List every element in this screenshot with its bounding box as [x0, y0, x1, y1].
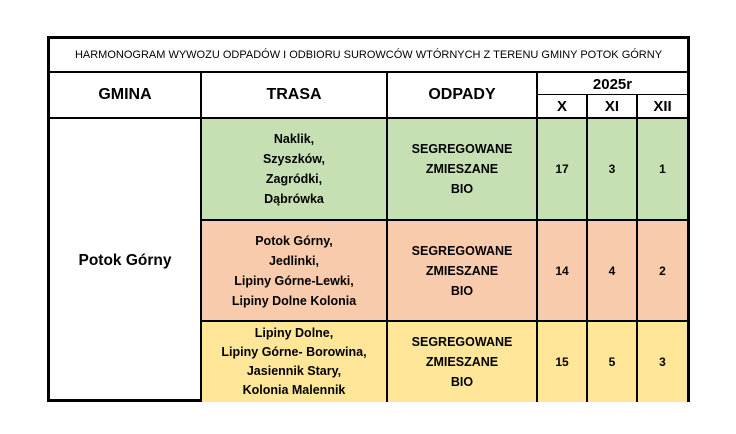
schedule-table: HARMONOGRAM WYWOZU ODPADÓW I ODBIORU SUR… — [47, 36, 690, 402]
route-place: Lipiny Dolne Kolonia — [231, 293, 357, 308]
grid-line — [636, 95, 638, 402]
waste-type: SEGREGOWANE — [411, 142, 513, 156]
route-place: Lipiny Górne-Lewki, — [234, 273, 354, 288]
route-3-waste: SEGREGOWANE ZMIESZANE BIO — [388, 322, 536, 402]
waste-type: SEGREGOWANE — [411, 243, 513, 258]
route-place: Potok Górny, — [255, 233, 333, 248]
route-place: Szyszków, — [262, 152, 326, 166]
route-2-date-xi: 4 — [608, 263, 616, 278]
waste-type: BIO — [450, 375, 474, 389]
header-month-x: X — [556, 97, 567, 115]
grid-line — [538, 94, 687, 95]
route-3-date-x: 15 — [555, 355, 569, 369]
grid-line — [50, 117, 687, 119]
grid-line — [386, 73, 388, 402]
route-place: Jasiennik Stary, — [246, 364, 342, 378]
grid-line — [202, 219, 687, 221]
route-place: Kolonia Malennik — [242, 383, 346, 397]
route-2-places: Potok Górny, Jedlinki, Lipiny Górne-Lewk… — [202, 221, 386, 320]
waste-type: ZMIESZANE — [425, 162, 499, 176]
route-place: Dąbrówka — [264, 192, 324, 206]
route-2-date-xii: 2 — [659, 263, 666, 278]
waste-type: SEGREGOWANE — [411, 335, 513, 349]
route-place: Lipiny Dolne, — [254, 326, 334, 340]
header-odpady: ODPADY — [428, 86, 496, 103]
header-gmina: GMINA — [98, 86, 152, 103]
route-3-date-xii: 3 — [659, 355, 666, 369]
grid-line — [586, 95, 588, 402]
waste-type: BIO — [450, 283, 474, 298]
header-month-xi: XI — [604, 97, 620, 115]
waste-type: ZMIESZANE — [425, 355, 499, 369]
header-month-xii: XII — [653, 97, 672, 115]
waste-type: BIO — [450, 182, 474, 196]
route-1-places: Naklik, Szyszków, Zagródki, Dąbrówka — [202, 119, 386, 219]
route-1-date-xi: 3 — [608, 162, 616, 176]
route-place: Jedlinki, — [268, 253, 320, 268]
route-place: Naklik, — [273, 132, 315, 146]
gmina-name: Potok Górny — [78, 251, 172, 269]
route-place: Zagródki, — [265, 172, 323, 186]
route-3-date-xi: 5 — [608, 355, 616, 369]
route-3-places: Lipiny Dolne, Lipiny Górne- Borowina, Ja… — [202, 322, 386, 402]
route-1-waste: SEGREGOWANE ZMIESZANE BIO — [388, 119, 536, 219]
grid-line — [200, 73, 202, 402]
route-place: Lipiny Górne- Borowina, — [221, 345, 367, 359]
header-year: 2025r — [592, 75, 633, 93]
route-2-waste: SEGREGOWANE ZMIESZANE BIO — [388, 221, 536, 320]
waste-type: ZMIESZANE — [425, 263, 499, 278]
route-2-date-x: 14 — [555, 263, 569, 278]
table-title: HARMONOGRAM WYWOZU ODPADÓW I ODBIORU SUR… — [50, 39, 687, 73]
grid-line — [536, 73, 538, 402]
grid-line — [202, 320, 687, 322]
header-trasa: TRASA — [266, 86, 322, 103]
route-1-date-x: 17 — [555, 162, 569, 176]
route-1-date-xii: 1 — [659, 162, 666, 176]
